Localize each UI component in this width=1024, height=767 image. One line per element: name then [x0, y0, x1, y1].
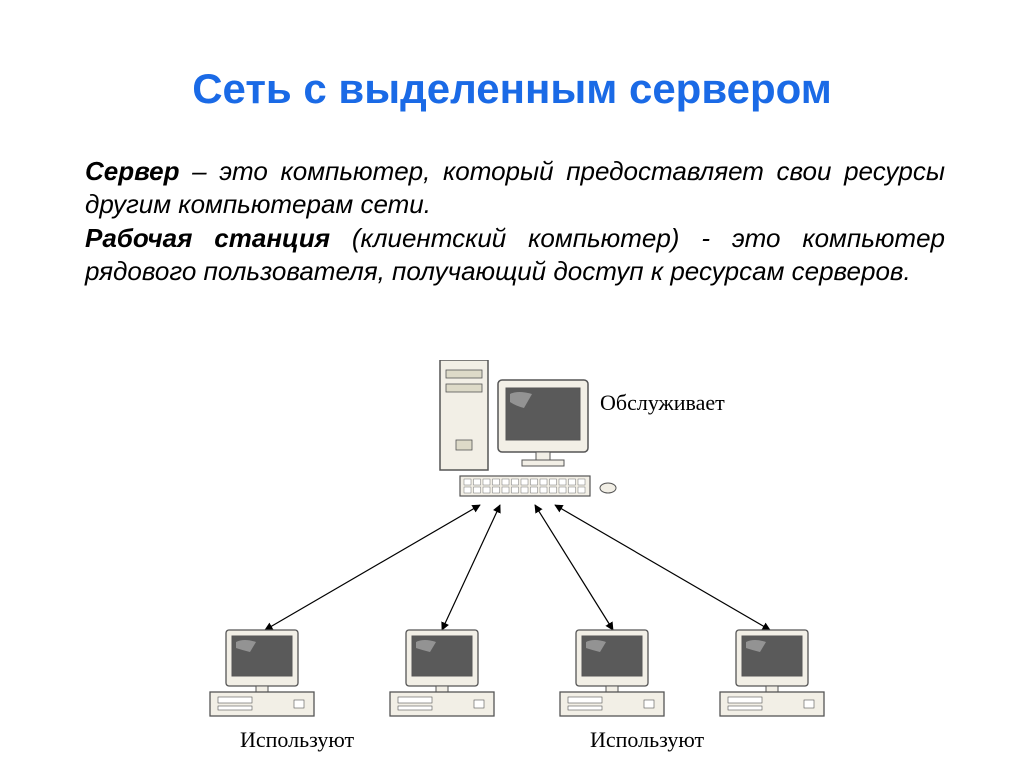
- definition-text: Сервер – это компьютер, который предоста…: [85, 155, 945, 288]
- def-server: – это компьютер, который предоставляет с…: [85, 156, 945, 219]
- page-title: Сеть с выделенным сервером: [0, 65, 1024, 113]
- client-label-left: Используют: [240, 727, 354, 753]
- term-workstation: Рабочая станция: [85, 223, 330, 253]
- client-label-right: Используют: [590, 727, 704, 753]
- diagram-svg: [180, 360, 860, 750]
- server-label: Обслуживает: [600, 390, 725, 416]
- term-server: Сервер: [85, 156, 180, 186]
- slide: Сеть с выделенным сервером Сервер – это …: [0, 0, 1024, 767]
- network-diagram: Обслуживает Используют Используют: [180, 360, 860, 750]
